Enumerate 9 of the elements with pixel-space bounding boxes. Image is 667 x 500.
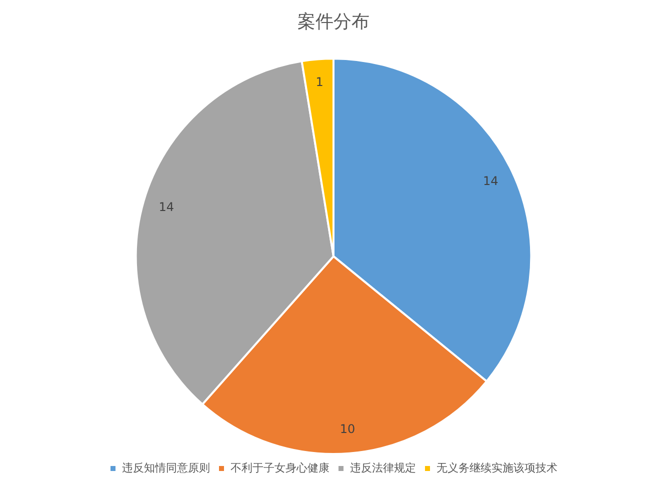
legend-label: 不利于子女身心健康	[230, 461, 330, 474]
data-label: 14	[158, 200, 174, 214]
legend-label: 违反法律规定	[350, 461, 416, 474]
chart-title: 案件分布	[298, 11, 370, 32]
data-label: 10	[340, 422, 356, 436]
data-label: 1	[316, 75, 324, 90]
legend-label: 无义务继续实施该项技术	[436, 461, 558, 474]
legend-label: 违反知情同意原则	[122, 461, 210, 474]
data-label: 14	[483, 174, 498, 188]
